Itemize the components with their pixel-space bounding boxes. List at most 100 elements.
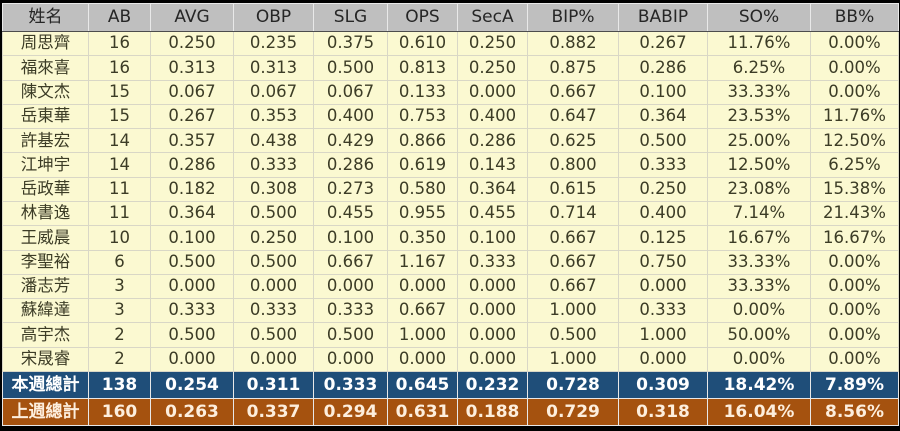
stat-cell: 0.400 — [457, 103, 528, 130]
stat-cell: 0.313 — [233, 55, 314, 81]
player-name-cell: 岳東華 — [2, 103, 89, 130]
stat-cell: 0.619 — [387, 152, 458, 178]
total-stat-cell: 0.232 — [457, 371, 528, 399]
stat-cell: 0.500 — [233, 249, 314, 275]
player-name-cell: 周思齊 — [2, 30, 89, 57]
stat-cell: 15 — [88, 103, 151, 130]
table-row: 李聖裕 6 0.500 0.500 0.667 1.167 0.333 0.667 0.750 3… — [2, 249, 899, 275]
stat-cell: 0.000 — [457, 298, 528, 324]
total-stat-cell: 0.311 — [233, 371, 314, 399]
player-name-cell: 宋晟睿 — [2, 346, 89, 373]
stat-cell: 0.143 — [457, 152, 528, 178]
stat-cell: 0.667 — [387, 298, 458, 324]
stat-cell: 0.882 — [527, 30, 619, 57]
total-stat-cell: 0.645 — [387, 371, 458, 399]
total-stat-cell: 0.309 — [618, 371, 708, 399]
stat-cell: 0.067 — [150, 79, 234, 105]
player-name-cell: 陳文杰 — [2, 79, 89, 105]
stat-cell: 33.33% — [707, 249, 811, 275]
table-row: 宋晟睿 2 0.000 0.000 0.000 0.000 0.000 1.000 0.000 0… — [2, 346, 899, 373]
stat-cell: 0.500 — [527, 322, 619, 348]
stat-cell: 0.455 — [313, 200, 388, 227]
table-row: 許基宏 14 0.357 0.438 0.429 0.866 0.286 0.625 0.500… — [2, 128, 899, 154]
stat-cell: 0.286 — [150, 152, 234, 178]
stat-cell: 0.333 — [457, 249, 528, 275]
stat-cell: 1.000 — [618, 322, 708, 348]
stat-cell: 0.667 — [527, 79, 619, 105]
stat-cell: 0.333 — [618, 152, 708, 178]
stat-cell: 11 — [88, 200, 151, 227]
total-label-cell: 本週總計 — [2, 371, 89, 399]
stat-cell: 0.00% — [810, 30, 899, 57]
total-stat-cell: 18.42% — [707, 371, 811, 399]
stat-cell: 0.364 — [150, 200, 234, 227]
stat-cell: 0.500 — [150, 249, 234, 275]
stat-cell: 0.00% — [810, 273, 899, 300]
stat-cell: 0.375 — [313, 30, 388, 57]
stat-cell: 0.00% — [810, 249, 899, 275]
table-row: 林書逸 11 0.364 0.500 0.455 0.955 0.455 0.714 0.400… — [2, 200, 899, 227]
total-row-this-week: 本週總計 138 0.254 0.311 0.333 0.645 0.232 0.728 0.3… — [2, 371, 899, 399]
stat-cell: 7.14% — [707, 200, 811, 227]
stat-cell: 23.08% — [707, 176, 811, 202]
stat-cell: 0.000 — [457, 273, 528, 300]
table-row: 岳東華 15 0.267 0.353 0.400 0.753 0.400 0.647 0.364… — [2, 103, 899, 130]
total-stat-cell: 0.254 — [150, 371, 234, 399]
stat-cell: 0.667 — [527, 249, 619, 275]
stat-cell: 33.33% — [707, 79, 811, 105]
stat-cell: 0.500 — [313, 322, 388, 348]
player-name-cell: 潘志芳 — [2, 273, 89, 300]
total-stat-cell: 7.89% — [810, 371, 899, 399]
player-name-cell: 岳政華 — [2, 176, 89, 202]
stat-cell: 14 — [88, 152, 151, 178]
stat-cell: 0.250 — [233, 225, 314, 251]
table-row: 高宇杰 2 0.500 0.500 0.500 1.000 0.000 0.500 1.000 5… — [2, 322, 899, 348]
stat-cell: 0.067 — [313, 79, 388, 105]
stat-cell: 0.067 — [233, 79, 314, 105]
player-name-cell: 蘇緯達 — [2, 298, 89, 324]
stat-cell: 14 — [88, 128, 151, 154]
stat-cell: 11.76% — [810, 103, 899, 130]
stat-cell: 0.875 — [527, 55, 619, 81]
stat-cell: 0.800 — [527, 152, 619, 178]
column-header-seca: SecA — [457, 3, 528, 32]
stat-cell: 0.313 — [150, 55, 234, 81]
stat-cell: 12.50% — [707, 152, 811, 178]
column-header-bip-pct: BIP% — [527, 3, 619, 32]
stat-cell: 12.50% — [810, 128, 899, 154]
player-name-cell: 王威晨 — [2, 225, 89, 251]
stat-cell: 1.167 — [387, 249, 458, 275]
stat-cell: 15.38% — [810, 176, 899, 202]
stat-cell: 0.100 — [457, 225, 528, 251]
stat-cell: 0.580 — [387, 176, 458, 202]
total-stat-cell: 8.56% — [810, 398, 899, 426]
total-stat-cell: 16.04% — [707, 398, 811, 426]
player-name-cell: 福來喜 — [2, 55, 89, 81]
table-row: 福來喜 16 0.313 0.313 0.500 0.813 0.250 0.875 0.286… — [2, 55, 899, 81]
total-stat-cell: 0.728 — [527, 371, 619, 399]
table-totals: 本週總計 138 0.254 0.311 0.333 0.645 0.232 0.728 0.3… — [2, 371, 899, 426]
stat-cell: 0.308 — [233, 176, 314, 202]
player-name-cell: 許基宏 — [2, 128, 89, 154]
stat-cell: 0.333 — [150, 298, 234, 324]
stat-cell: 0.625 — [527, 128, 619, 154]
stat-cell: 0.100 — [150, 225, 234, 251]
stat-cell: 0.500 — [233, 200, 314, 227]
stat-cell: 0.500 — [618, 128, 708, 154]
stat-cell: 0.250 — [457, 55, 528, 81]
stat-cell: 2 — [88, 322, 151, 348]
stat-cell: 0.357 — [150, 128, 234, 154]
stat-cell: 0.753 — [387, 103, 458, 130]
stat-cell: 0.000 — [618, 346, 708, 373]
total-stat-cell: 160 — [88, 398, 151, 426]
stat-cell: 0.667 — [313, 249, 388, 275]
stat-cell: 33.33% — [707, 273, 811, 300]
column-header-obp: OBP — [233, 3, 314, 32]
column-header-babip: BABIP — [618, 3, 708, 32]
stat-cell: 0.000 — [150, 273, 234, 300]
total-stat-cell: 0.337 — [233, 398, 314, 426]
stat-cell: 0.00% — [707, 346, 811, 373]
stat-cell: 0.182 — [150, 176, 234, 202]
table-row: 蘇緯達 3 0.333 0.333 0.333 0.667 0.000 1.000 0.333 0… — [2, 298, 899, 324]
stat-cell: 0.000 — [233, 346, 314, 373]
